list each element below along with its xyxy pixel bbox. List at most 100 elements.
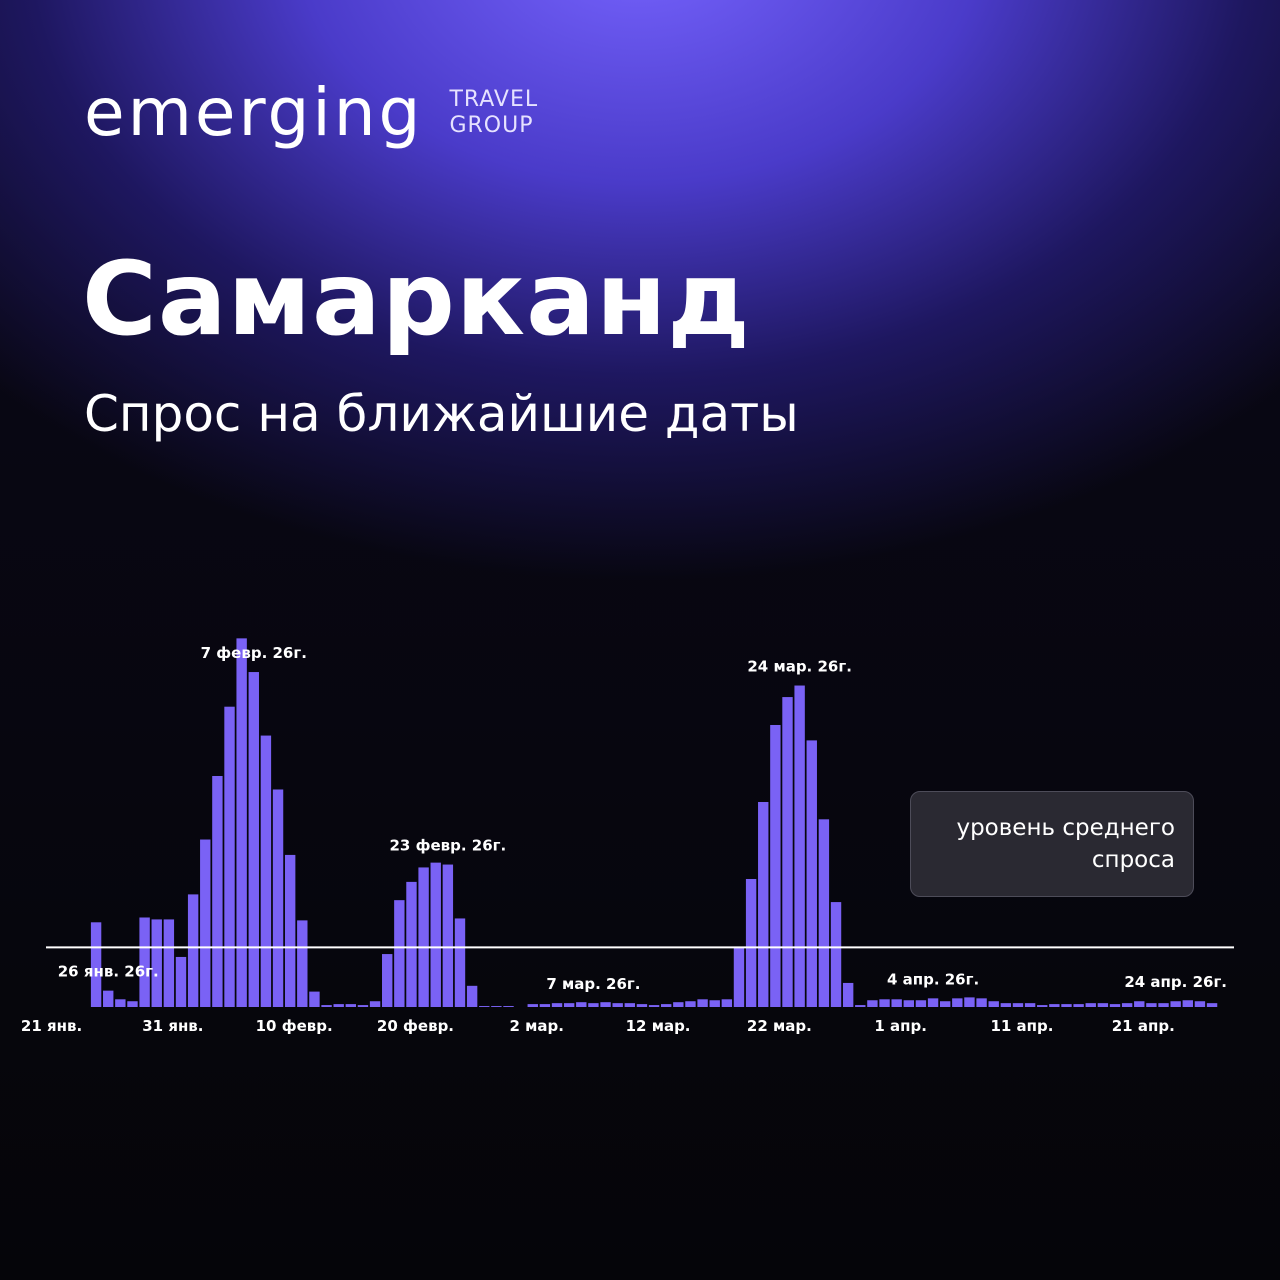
bar — [175, 956, 187, 1007]
bar — [212, 776, 223, 1007]
bar — [806, 740, 817, 1007]
logo-subtitle: TRAVEL GROUP — [449, 87, 538, 140]
bar — [345, 1004, 357, 1007]
bar — [782, 697, 793, 1007]
bar — [1012, 1003, 1024, 1007]
x-tick-label: 21 янв. — [21, 1017, 82, 1035]
x-tick-label: 10 февр. — [256, 1017, 333, 1035]
demand-bar-chart: 21 янв. 31 янв. 10 февр. 20 февр. 2 мар. 12 м… — [21, 638, 1234, 1035]
bar — [952, 998, 963, 1007]
bar — [927, 998, 939, 1007]
peak-annotation: 24 мар. 26г. — [747, 658, 852, 676]
bar — [721, 999, 733, 1007]
bar — [527, 1004, 538, 1007]
bar — [1000, 1003, 1012, 1007]
bar — [1024, 1003, 1036, 1007]
x-tick-label: 11 апр. — [990, 1017, 1053, 1035]
x-tick-label: 22 мар. — [747, 1017, 812, 1035]
bar — [794, 685, 805, 1007]
bar — [442, 864, 454, 1007]
logo-wordmark: emerging — [84, 74, 424, 151]
x-tick-label: 21 апр. — [1112, 1017, 1175, 1035]
average-demand-legend: уровень среднего спроса — [910, 791, 1194, 897]
bar — [867, 1000, 878, 1007]
legend-line1: уровень среднего — [956, 815, 1175, 841]
bar — [1109, 1004, 1121, 1007]
bar — [988, 1001, 999, 1007]
bar — [1194, 1001, 1206, 1007]
x-tick-label: 2 мар. — [510, 1017, 564, 1035]
bar — [576, 1002, 587, 1007]
brand-logo: emerging TRAVEL GROUP — [84, 80, 538, 146]
bar — [636, 1004, 648, 1007]
bar — [1146, 1003, 1157, 1007]
bar — [661, 1004, 672, 1007]
bar — [624, 1003, 636, 1007]
peak-annotation: 23 февр. 26г. — [390, 837, 507, 855]
bar — [297, 920, 308, 1008]
legend-line2: спроса — [1091, 847, 1175, 873]
bar — [163, 919, 175, 1007]
bar — [103, 990, 114, 1007]
bar — [818, 819, 830, 1007]
bar — [454, 918, 466, 1007]
bar — [1121, 1003, 1133, 1007]
bar — [758, 801, 769, 1007]
bar — [697, 999, 708, 1007]
bar — [600, 1002, 611, 1007]
bar — [491, 1006, 502, 1007]
logo-sub-line1: TRAVEL — [449, 86, 539, 112]
bar — [466, 985, 478, 1007]
bar — [260, 735, 272, 1007]
bar — [479, 1006, 490, 1007]
bar — [1182, 1000, 1193, 1007]
bar — [612, 1003, 623, 1007]
bar — [891, 999, 902, 1007]
bar — [964, 997, 975, 1008]
bar — [369, 1001, 381, 1007]
bar — [200, 839, 211, 1007]
bar — [187, 894, 199, 1007]
bar — [1158, 1003, 1169, 1007]
bar — [842, 982, 854, 1007]
bar — [1097, 1003, 1109, 1007]
bar — [272, 789, 284, 1007]
bar — [224, 706, 235, 1007]
peak-annotation: 7 февр. 26г. — [201, 644, 307, 662]
bar — [284, 854, 296, 1007]
peak-annotation: 26 янв. 26г. — [58, 963, 159, 981]
bar — [503, 1006, 514, 1007]
bar — [673, 1002, 684, 1007]
bar — [685, 1001, 696, 1007]
bar — [333, 1004, 344, 1007]
bar — [1049, 1004, 1060, 1007]
bar — [903, 1000, 914, 1007]
bar — [139, 917, 150, 1007]
bar — [236, 638, 247, 1007]
bar — [939, 1001, 951, 1007]
bar — [430, 862, 441, 1008]
bar — [976, 998, 987, 1007]
bar — [745, 878, 757, 1007]
x-tick-label: 31 янв. — [142, 1017, 203, 1035]
bar — [915, 1000, 927, 1007]
bar — [563, 1003, 575, 1007]
logo-sub-line2: GROUP — [449, 113, 534, 138]
x-tick-label: 20 февр. — [377, 1017, 454, 1035]
bar — [382, 954, 393, 1007]
bar — [648, 1005, 660, 1007]
bar — [1206, 1003, 1218, 1007]
bar — [539, 1004, 551, 1007]
bar — [309, 991, 320, 1007]
bar — [127, 1001, 138, 1007]
bar — [1134, 1001, 1145, 1007]
bar — [879, 999, 890, 1007]
bar — [733, 947, 745, 1007]
bar — [709, 1000, 720, 1007]
bar — [830, 902, 842, 1007]
x-tick-label: 1 апр. — [874, 1017, 927, 1035]
bar — [406, 881, 417, 1008]
bar — [1085, 1003, 1096, 1007]
bar — [418, 867, 429, 1007]
bar — [357, 1005, 369, 1007]
